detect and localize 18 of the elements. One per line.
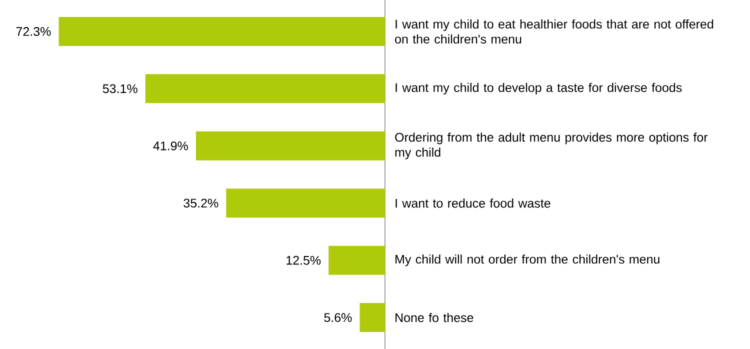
data-label: 12.5% (286, 256, 321, 265)
bar (145, 74, 386, 104)
data-label: 35.2% (184, 198, 218, 208)
y-tick-label: None fo these (396, 312, 474, 322)
data-label: 72.3% (16, 27, 51, 36)
y-tick-label: I want my child to eat healthier foods that are not offered on the children's menu (395, 19, 714, 44)
data-label: 41.9% (153, 141, 188, 150)
bar (360, 303, 386, 332)
y-tick-label: I want to reduce food waste (396, 198, 550, 208)
data-label: 53.1% (102, 84, 138, 94)
y-tick-label: My child will not order from the children's menu (396, 254, 660, 266)
bar (196, 131, 386, 160)
bar (328, 246, 386, 275)
bar (58, 16, 386, 46)
data-label: 5.6% (324, 313, 352, 322)
y-tick-label: Ordering from the adult menu provides more options for my child (395, 132, 708, 160)
y-tick-label: I want my child to develop a taste for diverse foods (396, 82, 682, 95)
bar (226, 188, 386, 218)
